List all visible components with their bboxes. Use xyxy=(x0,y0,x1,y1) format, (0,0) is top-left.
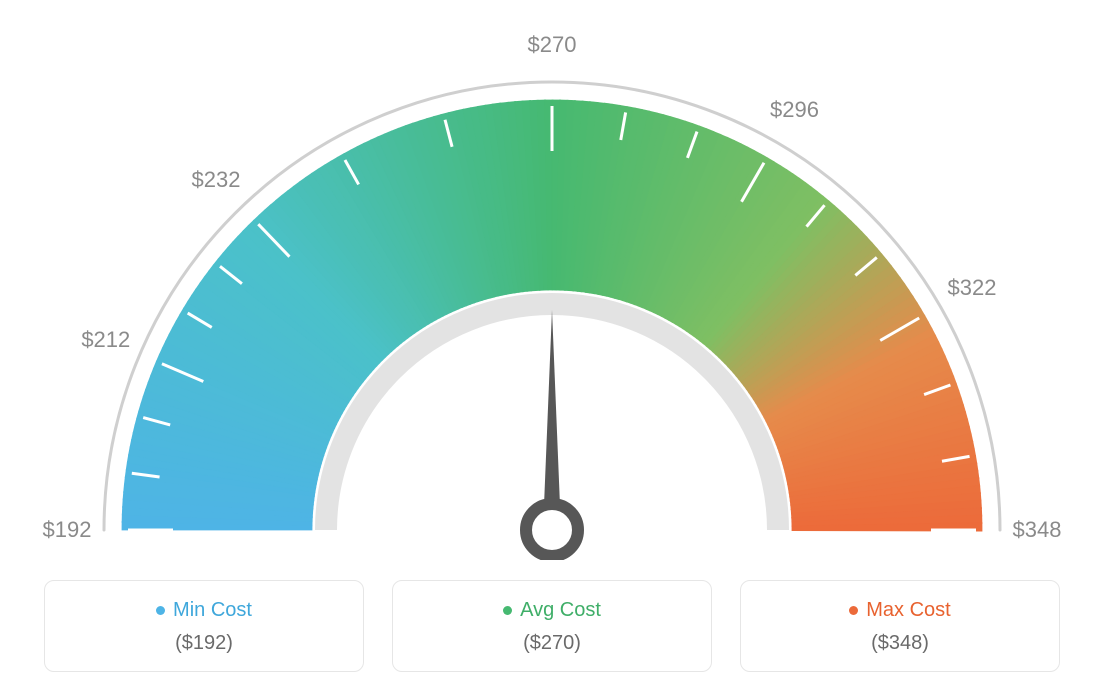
tick-label: $232 xyxy=(192,167,241,193)
tick-label: $212 xyxy=(81,327,130,353)
legend-dot-avg xyxy=(503,606,512,615)
legend-label-avg: Avg Cost xyxy=(520,599,601,622)
legend-label-row: Min Cost xyxy=(55,599,353,622)
legend-dot-max xyxy=(849,606,858,615)
tick-label: $348 xyxy=(1013,517,1062,543)
legend-row: Min Cost ($192) Avg Cost ($270) Max Cost… xyxy=(0,580,1104,672)
legend-value-max: ($348) xyxy=(751,632,1049,655)
legend-dot-min xyxy=(156,606,165,615)
legend-label-min: Min Cost xyxy=(173,599,252,622)
gauge-chart: $192 $212 $232 $270 $296 $322 $348 xyxy=(0,0,1104,560)
tick-label: $270 xyxy=(528,32,577,58)
legend-label-row: Avg Cost xyxy=(403,599,701,622)
legend-card-min: Min Cost ($192) xyxy=(44,580,364,672)
legend-value-avg: ($270) xyxy=(403,632,701,655)
legend-label-max: Max Cost xyxy=(866,599,950,622)
tick-label: $296 xyxy=(770,97,819,123)
legend-card-max: Max Cost ($348) xyxy=(740,580,1060,672)
legend-card-avg: Avg Cost ($270) xyxy=(392,580,712,672)
gauge-svg xyxy=(0,0,1104,560)
legend-label-row: Max Cost xyxy=(751,599,1049,622)
legend-value-min: ($192) xyxy=(55,632,353,655)
tick-label: $192 xyxy=(43,517,92,543)
tick-label: $322 xyxy=(948,275,997,301)
